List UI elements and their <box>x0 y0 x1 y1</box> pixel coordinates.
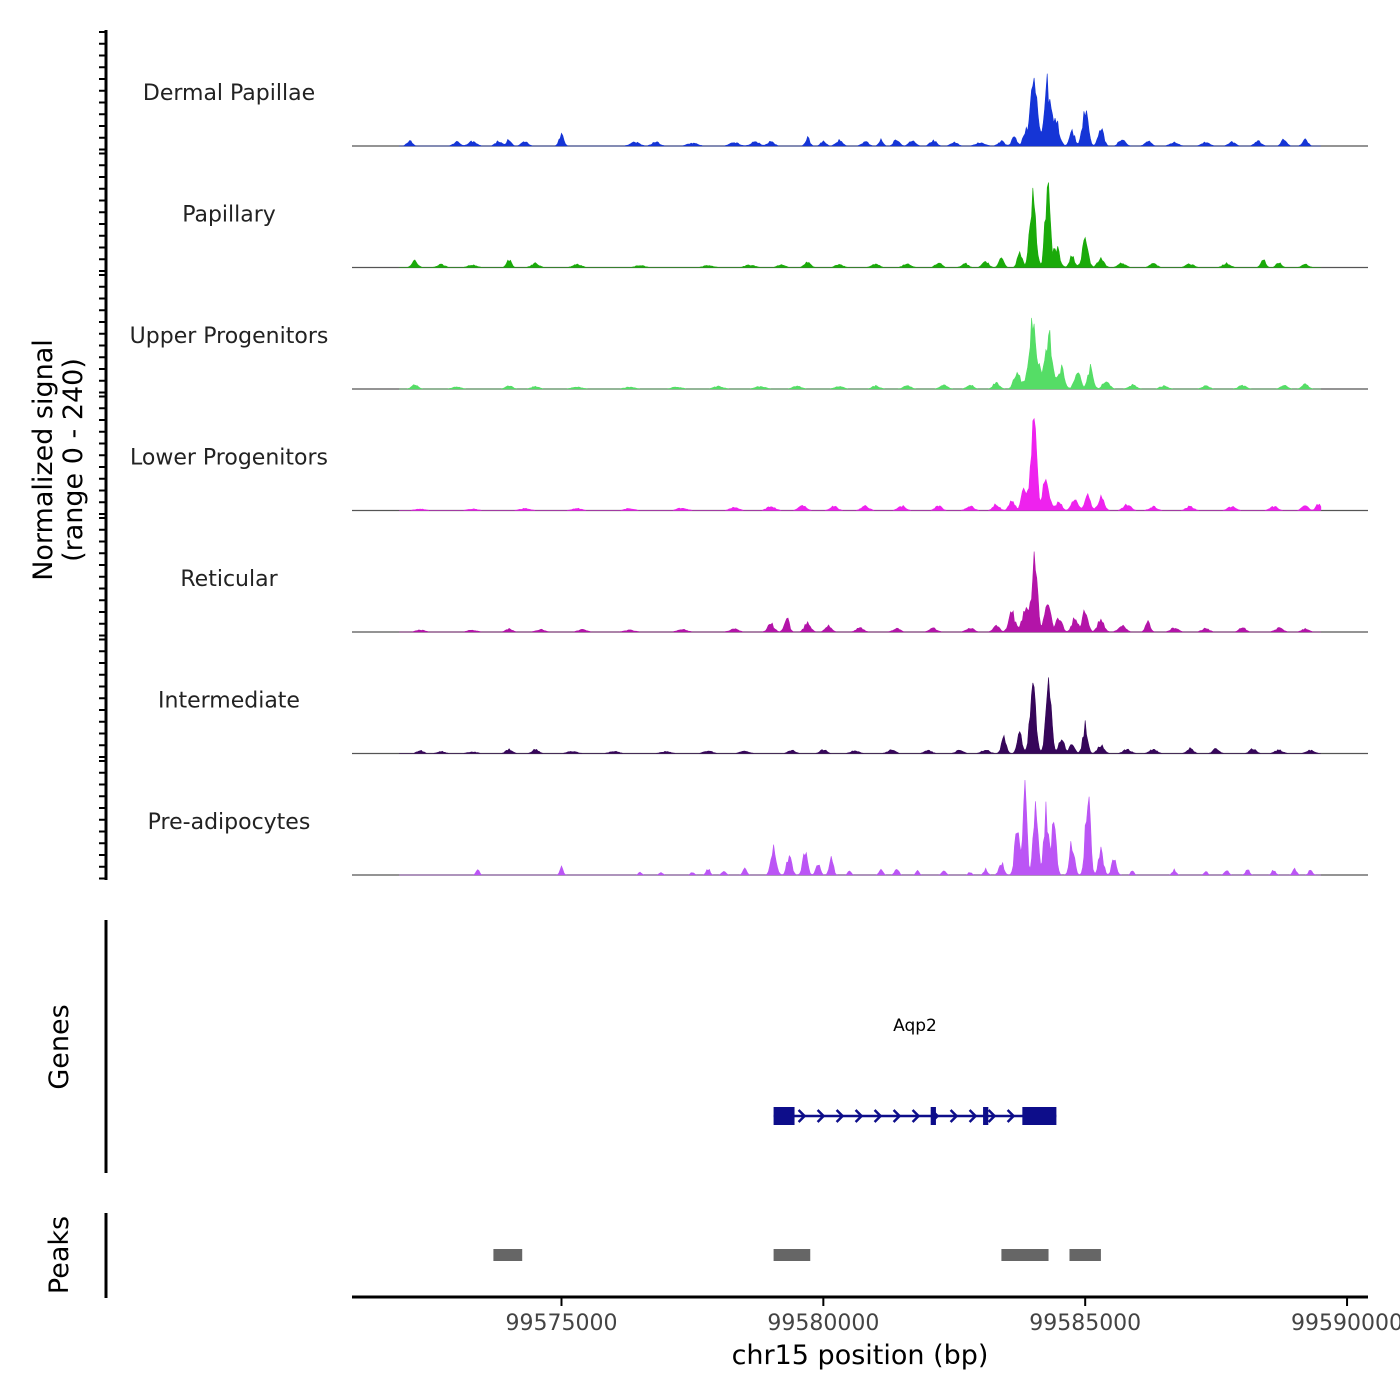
gene-exon <box>773 1107 795 1125</box>
coverage-area <box>399 317 1321 390</box>
peaks-panel-label: Peaks <box>44 1216 75 1294</box>
gene-track: Aqp2 <box>773 1016 1057 1125</box>
signal-axis-ticks <box>99 31 106 880</box>
gene-model: Aqp2 <box>773 1016 1057 1125</box>
coverage-track: Intermediate <box>158 677 1368 755</box>
strand-arrow <box>911 1109 921 1123</box>
y-axis-title: Normalized signal (range 0 - 240) <box>28 339 89 581</box>
strand-arrow <box>949 1109 959 1123</box>
gene-label: Aqp2 <box>893 1016 937 1036</box>
strand-arrow <box>854 1109 864 1123</box>
coverage-area <box>399 780 1321 876</box>
coverage-track: Reticular <box>180 551 1368 633</box>
peak-track <box>493 1249 1101 1261</box>
track-label: Reticular <box>180 567 278 592</box>
x-axis-tick-label: 99580000 <box>767 1311 879 1336</box>
x-axis-tick-label: 99590000 <box>1291 1311 1400 1336</box>
gene-exon <box>983 1107 989 1125</box>
strand-arrow <box>892 1109 902 1123</box>
coverage-track: Dermal Papillae <box>143 73 1368 147</box>
coverage-track: Upper Progenitors <box>130 317 1368 390</box>
y-axis-title-line1: Normalized signal <box>28 339 59 581</box>
x-axis-ticks: 99575000 99580000 99585000 99590000 <box>505 1297 1400 1336</box>
strand-arrow <box>873 1109 883 1123</box>
x-axis-title: chr15 position (bp) <box>732 1340 989 1371</box>
coverage-track: Pre-adipocytes <box>148 780 1368 876</box>
track-label: Intermediate <box>158 689 300 714</box>
strand-arrow <box>987 1109 997 1123</box>
track-label: Lower Progenitors <box>130 446 328 471</box>
gene-exon <box>930 1107 936 1125</box>
coverage-area <box>399 417 1322 511</box>
track-label: Papillary <box>182 203 276 228</box>
genes-panel-label: Genes <box>44 1004 75 1089</box>
coverage-area <box>399 73 1321 147</box>
coverage-area <box>399 182 1321 268</box>
strand-arrow <box>1006 1109 1016 1123</box>
gene-exon <box>1022 1107 1057 1125</box>
peak-region <box>493 1249 523 1261</box>
x-axis-tick-label: 99585000 <box>1029 1311 1141 1336</box>
track-label: Pre-adipocytes <box>148 810 311 835</box>
peak-region <box>1001 1249 1049 1261</box>
strand-arrow <box>835 1109 845 1123</box>
coverage-area <box>399 677 1321 754</box>
track-label: Upper Progenitors <box>130 324 329 349</box>
strand-arrow <box>816 1109 826 1123</box>
coverage-tracks: Dermal Papillae Papillary Upper Progenitor… <box>130 73 1368 876</box>
coverage-track: Papillary <box>182 182 1368 269</box>
y-axis-title-line2: (range 0 - 240) <box>58 358 89 562</box>
x-axis-tick-label: 99575000 <box>505 1311 617 1336</box>
peak-region <box>1069 1249 1101 1261</box>
coverage-area <box>399 551 1321 633</box>
coverage-track: Lower Progenitors <box>130 417 1368 512</box>
strand-arrow <box>968 1109 978 1123</box>
track-label: Dermal Papillae <box>143 81 315 106</box>
strand-arrow <box>797 1109 807 1123</box>
peak-region <box>773 1249 811 1261</box>
